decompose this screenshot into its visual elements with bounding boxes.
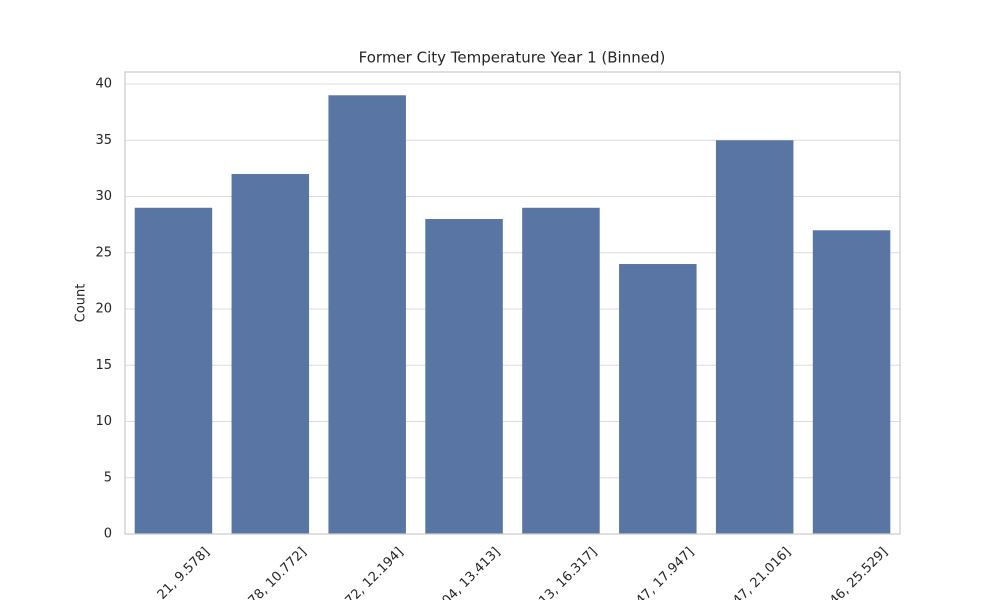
bar xyxy=(134,207,213,534)
plot-frame xyxy=(124,71,901,535)
bar xyxy=(715,140,794,534)
y-tick-label: 5 xyxy=(104,470,112,485)
y-tick-label: 15 xyxy=(95,358,112,373)
x-tick-label: 21, 9.578] xyxy=(155,545,213,600)
x-tick-label: 13, 16.317] xyxy=(536,545,600,600)
x-tick-label: 78, 10.772] xyxy=(246,545,310,600)
bar xyxy=(231,174,310,534)
x-tick-label: 04, 13.413] xyxy=(439,545,503,600)
x-tick-label: 72, 12.194] xyxy=(343,545,407,600)
chart-title: Former City Temperature Year 1 (Binned) xyxy=(359,49,666,67)
x-tick-label: 47, 21.016] xyxy=(730,545,794,600)
bar xyxy=(619,264,697,534)
y-tick-label: 10 xyxy=(95,414,112,429)
y-axis-label: Count xyxy=(74,284,89,323)
bar xyxy=(328,95,406,534)
bar xyxy=(812,230,891,534)
y-tick-label: 30 xyxy=(95,189,112,204)
bar xyxy=(425,219,503,534)
x-tick-label: 47, 17.947] xyxy=(633,545,697,600)
x-tick-label: 46, 25.529] xyxy=(827,545,891,600)
y-tick-label: 25 xyxy=(95,245,112,260)
y-tick-label: 20 xyxy=(95,302,112,317)
y-tick-label: 0 xyxy=(104,527,112,542)
bar xyxy=(522,207,600,534)
y-tick-label: 35 xyxy=(95,133,112,148)
y-tick-label: 40 xyxy=(95,77,112,92)
